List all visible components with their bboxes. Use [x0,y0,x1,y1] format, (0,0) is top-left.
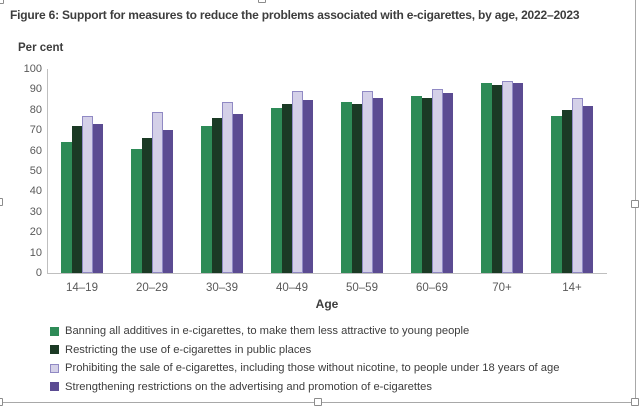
bar-series3-60–69 [432,89,443,273]
bar-series4-14+ [582,105,593,273]
x-category-label: 70+ [492,282,512,294]
legend-swatch-icon [50,345,59,355]
x-category-label: 14–19 [66,282,98,294]
y-tick-label: 50 [29,165,42,177]
x-category-label: 20–29 [136,282,168,294]
bar-series4-50–59 [372,97,383,273]
legend-swatch-icon [50,363,59,373]
legend-item-4: Strengthening restrictions on the advert… [50,378,559,397]
selection-handle-right-middle[interactable] [631,200,639,208]
legend-label: Restricting the use of e-cigarettes in p… [65,343,312,356]
legend-item-2: Restricting the use of e-cigarettes in p… [50,341,559,360]
chart-legend: Banning all additives in e-cigarettes, t… [50,322,559,396]
selection-handle-bottom-right[interactable] [631,398,639,406]
y-tick-label: 0 [35,267,42,279]
legend-swatch-icon [50,326,59,336]
x-category-label: 50–59 [346,282,378,294]
y-tick-label: 30 [29,205,42,218]
bar-series4-60–69 [442,93,453,273]
bar-series3-14+ [572,97,583,273]
y-tick-label: 60 [29,144,42,157]
y-tick-label: 100 [23,63,42,75]
figure-title: Figure 6: Support for measures to reduce… [10,8,580,22]
bar-series3-40–49 [292,91,303,273]
bar-series4-70+ [512,83,523,273]
bar-series3-14–19 [82,115,93,273]
y-axis-title: Per cent [18,42,64,54]
bar-series2-20–29 [141,138,152,273]
selection-handle-bottom-left[interactable] [0,398,3,406]
bar-series2-70+ [491,85,502,273]
bar-series4-20–29 [162,130,173,273]
bar-series2-14–19 [71,126,82,273]
legend-label: Strengthening restrictions on the advert… [65,380,432,393]
selection-handle-top-left[interactable] [0,0,4,4]
bar-series1-70+ [481,83,492,273]
legend-item-3: Prohibiting the sale of e-cigarettes, in… [50,359,559,378]
y-axis-line [47,69,48,273]
bar-series2-14+ [561,109,572,273]
bar-series1-50–59 [341,101,352,273]
selection-handle-left-middle[interactable] [0,198,3,206]
y-tick-label: 80 [29,103,42,116]
bar-series4-14–19 [92,124,103,273]
legend-label: Banning all additives in e-cigarettes, t… [65,325,470,338]
y-tick-label: 90 [29,83,42,96]
legend-item-1: Banning all additives in e-cigarettes, t… [50,322,559,341]
bar-series1-60–69 [411,95,422,273]
x-category-label: 14+ [562,282,582,294]
selection-handle-bottom-center[interactable] [314,398,322,406]
x-axis-title: Age [315,297,339,311]
x-category-label: 60–69 [416,282,448,294]
bar-series3-50–59 [362,91,373,273]
x-category-label: 40–49 [276,282,308,294]
bar-series3-20–29 [152,111,163,273]
bar-series2-50–59 [351,103,362,273]
y-tick-label: 10 [29,246,42,259]
bar-series4-40–49 [302,99,313,273]
y-tick-label: 40 [29,185,42,198]
bar-series3-70+ [502,81,513,273]
y-tick-label: 20 [29,226,42,239]
legend-swatch-icon [50,382,59,392]
x-category-label: 30–39 [206,282,238,294]
bar-series1-20–29 [131,148,142,273]
bar-series1-30–39 [201,126,212,273]
bar-series3-30–39 [222,101,233,273]
bar-series1-14–19 [61,142,72,273]
bar-series2-60–69 [421,97,432,273]
bar-series4-30–39 [232,113,243,273]
bar-series2-40–49 [281,103,292,273]
x-axis-line [47,273,607,274]
bar-series1-14+ [551,115,562,273]
y-tick-label: 70 [29,124,42,137]
bar-series2-30–39 [211,117,222,273]
legend-label: Prohibiting the sale of e-cigarettes, in… [65,362,560,375]
bar-series1-40–49 [271,107,282,273]
selection-handle-top-center[interactable] [258,0,266,3]
